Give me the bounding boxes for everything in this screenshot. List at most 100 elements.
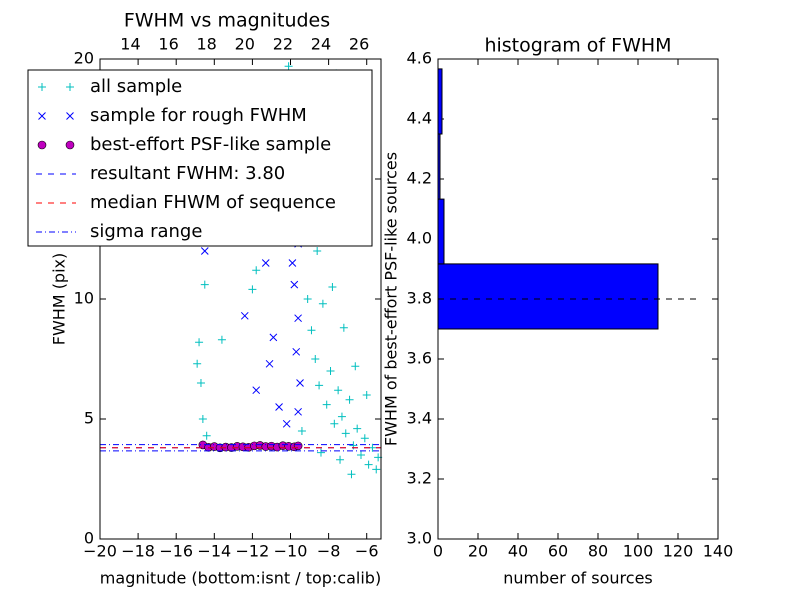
- point: [195, 338, 204, 347]
- x-tick-label: 120: [663, 542, 694, 561]
- x-tick-label: −20: [83, 542, 117, 561]
- point: [193, 359, 202, 368]
- y-axis-label: FWHM of best-effort PSF-like sources: [382, 152, 401, 446]
- point: [269, 333, 278, 342]
- x-tick-label: 140: [703, 542, 734, 561]
- point: [294, 407, 302, 416]
- point: [362, 391, 371, 399]
- point: [351, 362, 360, 371]
- point: [200, 247, 209, 255]
- point: [316, 448, 325, 457]
- x2-tick-label: 18: [197, 35, 217, 54]
- y-tick-label: 10: [74, 289, 94, 308]
- legend-label: sigma range: [90, 221, 202, 242]
- legend-box: [27, 69, 373, 247]
- point: [326, 367, 335, 375]
- x-tick-label: −6: [355, 542, 379, 561]
- point: [202, 431, 211, 440]
- bar: [437, 198, 445, 265]
- point: [296, 379, 304, 387]
- y-tick-label: 3.2: [407, 469, 432, 488]
- x-tick-label: 100: [623, 542, 654, 561]
- point: [337, 412, 346, 421]
- y-axis-label: FWHM (pix): [50, 253, 69, 346]
- x-tick-label: −16: [159, 542, 193, 561]
- x-axis-label: magnitude (bottom:isnt / top:calib): [100, 569, 381, 588]
- x-tick-label: −12: [236, 542, 270, 561]
- x-tick-label: −8: [317, 542, 341, 561]
- legend-label: best-effort PSF-like sample: [90, 134, 331, 155]
- point: [248, 285, 257, 294]
- x-tick-label: 60: [548, 542, 568, 561]
- y-tick-label: 4.0: [407, 229, 432, 248]
- y-tick-label: 5: [84, 409, 94, 428]
- x-axis-label: number of sources: [503, 569, 653, 588]
- chart-title: FWHM vs magnitudes: [124, 10, 330, 32]
- point: [265, 359, 274, 368]
- point: [288, 259, 297, 267]
- point: [282, 419, 291, 428]
- point: [364, 460, 373, 469]
- point: [330, 419, 339, 428]
- legend-label: median FHWM of sequence: [90, 192, 336, 213]
- point: [198, 415, 207, 423]
- point: [311, 355, 320, 363]
- y-tick-label: 3.8: [407, 289, 432, 308]
- x-tick-label: 40: [508, 542, 528, 561]
- point: [294, 314, 302, 323]
- x2-tick-label: 14: [120, 35, 140, 54]
- x-tick-label: −14: [197, 542, 231, 561]
- point: [315, 381, 324, 390]
- point: [240, 311, 249, 320]
- point: [200, 280, 209, 289]
- point: [328, 283, 337, 291]
- point: [261, 259, 270, 267]
- point: [347, 470, 356, 479]
- point: [307, 326, 316, 335]
- point: [196, 379, 205, 387]
- legend-marker: [66, 112, 74, 120]
- legend-marker: [37, 140, 47, 150]
- point: [252, 266, 261, 275]
- legend-label: sample for rough FWHM: [90, 105, 307, 126]
- x-tick-label: 0: [433, 542, 443, 561]
- x2-tick-label: 26: [349, 35, 369, 54]
- bar: [437, 68, 443, 135]
- point: [353, 424, 362, 433]
- point: [313, 247, 322, 255]
- y-tick-label: 3.6: [407, 349, 432, 368]
- y-tick-label: 20: [74, 49, 94, 68]
- axes-frame: [437, 58, 719, 540]
- legend-marker: [38, 83, 46, 91]
- x-tick-label: −18: [121, 542, 155, 561]
- x-tick-label: −10: [274, 542, 308, 561]
- legend-label: all sample: [90, 76, 182, 97]
- point: [318, 299, 327, 308]
- y-tick-label: 4.4: [407, 109, 432, 128]
- y-tick-label: 3.0: [407, 529, 432, 548]
- point: [284, 62, 293, 71]
- point: [290, 280, 299, 289]
- legend-marker: [38, 112, 46, 120]
- y-tick-label: 0: [84, 529, 94, 548]
- point: [252, 386, 261, 395]
- y-tick-label: 3.4: [407, 409, 432, 428]
- point: [297, 427, 306, 435]
- point: [293, 441, 303, 451]
- point: [336, 455, 345, 464]
- point: [341, 429, 350, 438]
- legend-label: resultant FWHM: 3.80: [90, 163, 285, 184]
- point: [292, 347, 301, 356]
- point: [339, 323, 348, 332]
- y-tick-label: 4.2: [407, 169, 432, 188]
- x2-tick-label: 24: [311, 35, 331, 54]
- x2-tick-label: 20: [235, 35, 255, 54]
- x2-tick-label: 16: [158, 35, 178, 54]
- point: [322, 400, 331, 409]
- point: [334, 386, 343, 395]
- x-tick-label: 80: [588, 542, 608, 561]
- y-tick-label: 4.6: [407, 49, 432, 68]
- point: [217, 335, 226, 344]
- axes-frame: [99, 58, 382, 540]
